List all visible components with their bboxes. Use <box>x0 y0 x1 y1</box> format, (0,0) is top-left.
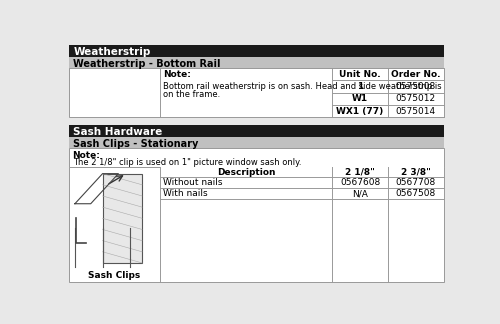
Bar <box>332 167 388 178</box>
Text: 2 3/8": 2 3/8" <box>401 168 431 177</box>
Bar <box>332 93 388 105</box>
Bar <box>68 125 444 137</box>
Text: Order No.: Order No. <box>391 70 440 79</box>
Text: The 2 1/8" clip is used on 1" picture window sash only.: The 2 1/8" clip is used on 1" picture wi… <box>72 158 301 167</box>
Text: Unit No.: Unit No. <box>340 70 381 79</box>
Bar <box>332 80 388 93</box>
Text: Description: Description <box>217 168 276 177</box>
Bar <box>68 137 444 148</box>
Bar <box>102 174 142 263</box>
Text: Weatherstrip - Bottom Rail: Weatherstrip - Bottom Rail <box>74 59 221 69</box>
Text: With nails: With nails <box>163 189 208 198</box>
Bar <box>68 68 444 80</box>
Text: Weatherstrip: Weatherstrip <box>74 47 150 57</box>
Bar <box>68 57 444 68</box>
Text: WX1 (77): WX1 (77) <box>336 107 384 116</box>
Text: 0567508: 0567508 <box>396 189 436 198</box>
Text: Note:: Note: <box>72 151 101 159</box>
Bar <box>388 80 444 93</box>
Text: 0575008: 0575008 <box>396 82 436 91</box>
Text: 1: 1 <box>357 82 363 91</box>
Bar <box>388 105 444 117</box>
Text: Sash Clips - Stationary: Sash Clips - Stationary <box>74 139 198 149</box>
Text: W1: W1 <box>352 94 368 103</box>
Bar <box>388 93 444 105</box>
Bar <box>68 45 444 57</box>
Bar <box>68 167 444 282</box>
Bar <box>68 68 444 117</box>
Text: Bottom rail weatherstrip is on sash. Head and side weatherstrip is: Bottom rail weatherstrip is on sash. Hea… <box>163 82 442 91</box>
Text: on the frame.: on the frame. <box>163 90 220 99</box>
Text: Sash Clips: Sash Clips <box>88 272 141 280</box>
Text: Note:: Note: <box>163 70 191 79</box>
Text: Without nails: Without nails <box>163 179 223 187</box>
Text: Sash Hardware: Sash Hardware <box>74 127 162 137</box>
Text: 2 1/8": 2 1/8" <box>345 168 375 177</box>
Text: N/A: N/A <box>352 189 368 198</box>
Text: 0567708: 0567708 <box>396 179 436 187</box>
Bar <box>160 167 332 178</box>
Bar <box>68 148 444 167</box>
Bar <box>332 105 388 117</box>
Bar <box>388 167 444 178</box>
Text: 0575014: 0575014 <box>396 107 436 116</box>
Text: 0575012: 0575012 <box>396 94 436 103</box>
Text: 0567608: 0567608 <box>340 179 380 187</box>
